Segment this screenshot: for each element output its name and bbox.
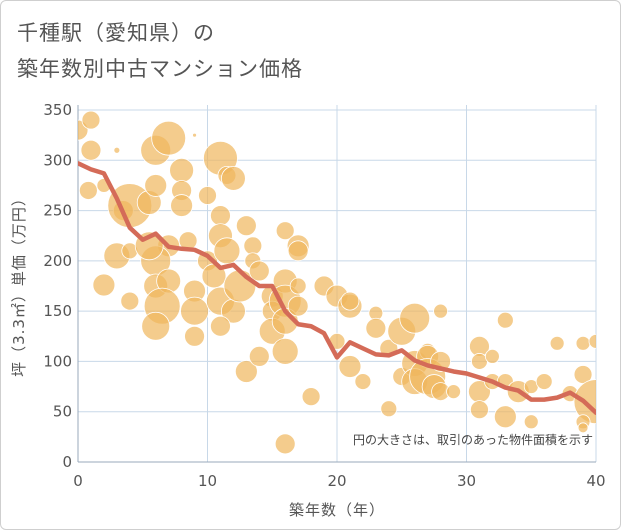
data-bubble — [271, 337, 299, 365]
data-bubble — [243, 236, 263, 256]
data-bubble — [220, 166, 246, 191]
data-bubble — [380, 400, 398, 418]
data-bubble — [575, 335, 591, 351]
data-bubble — [192, 132, 197, 138]
data-bubble — [81, 110, 101, 130]
data-bubble — [338, 355, 362, 378]
data-bubble — [365, 317, 387, 339]
data-bubble — [248, 260, 270, 282]
chart-title-line1: 千種駅（愛知県）の — [17, 21, 215, 45]
data-bubble — [151, 120, 187, 156]
data-bubble — [577, 422, 589, 434]
data-bubble — [180, 296, 209, 326]
data-bubble — [549, 335, 565, 351]
y-tick-label: 50 — [53, 403, 72, 421]
data-bubble — [354, 373, 372, 390]
x-tick-label: 30 — [457, 472, 476, 490]
y-tick-label: 0 — [62, 453, 72, 471]
bubble-size-note: 円の大きさは、取引のあった物件面積を示す — [353, 432, 593, 447]
data-bubble — [169, 157, 195, 183]
x-tick-label: 10 — [198, 472, 217, 490]
data-bubble — [301, 387, 321, 407]
data-bubble — [484, 349, 500, 364]
data-bubble — [144, 174, 168, 197]
data-bubble — [210, 205, 231, 227]
data-bubble — [399, 302, 431, 334]
data-bubble — [275, 221, 295, 241]
data-bubble — [287, 240, 309, 262]
data-bubble — [184, 325, 205, 347]
data-bubble — [470, 400, 489, 420]
x-tick-label: 40 — [586, 472, 605, 490]
data-bubble — [213, 237, 241, 265]
data-bubble — [210, 315, 231, 337]
data-bubble — [588, 333, 596, 349]
data-bubble — [80, 139, 102, 161]
data-bubble — [141, 311, 171, 341]
x-tick-label: 20 — [327, 472, 346, 490]
y-axis-label: 坪（3.3㎡）単価（万円） — [10, 190, 28, 377]
data-bubble — [113, 146, 121, 154]
data-bubble — [446, 384, 461, 400]
data-bubble — [340, 291, 360, 311]
y-tick-label: 200 — [43, 252, 72, 270]
data-bubble — [248, 346, 270, 367]
y-tick-label: 250 — [43, 202, 72, 220]
data-bubble — [287, 295, 309, 317]
x-axis-label: 築年数（年） — [289, 501, 385, 519]
data-bubble — [78, 181, 98, 200]
data-bubble — [523, 414, 539, 430]
data-bubble — [274, 433, 296, 455]
y-tick-label: 100 — [43, 352, 72, 370]
data-bubble — [535, 373, 553, 390]
data-bubble — [170, 194, 194, 217]
y-tick-label: 350 — [43, 101, 72, 119]
data-bubble — [120, 291, 140, 311]
trend-line — [78, 161, 596, 415]
data-bubble — [92, 273, 116, 297]
x-tick-label: 0 — [73, 472, 83, 490]
bubble-layer — [78, 110, 596, 455]
data-bubble — [198, 186, 217, 205]
y-tick-label: 300 — [43, 151, 72, 169]
y-tick-label: 150 — [43, 302, 72, 320]
data-bubble — [235, 215, 257, 237]
data-bubble — [234, 360, 258, 383]
data-bubble — [493, 405, 517, 429]
data-bubble — [433, 303, 449, 319]
data-bubble — [289, 277, 307, 295]
data-bubble — [496, 311, 514, 329]
chart-title-line2: 築年数別中古マンション価格 — [17, 57, 303, 81]
